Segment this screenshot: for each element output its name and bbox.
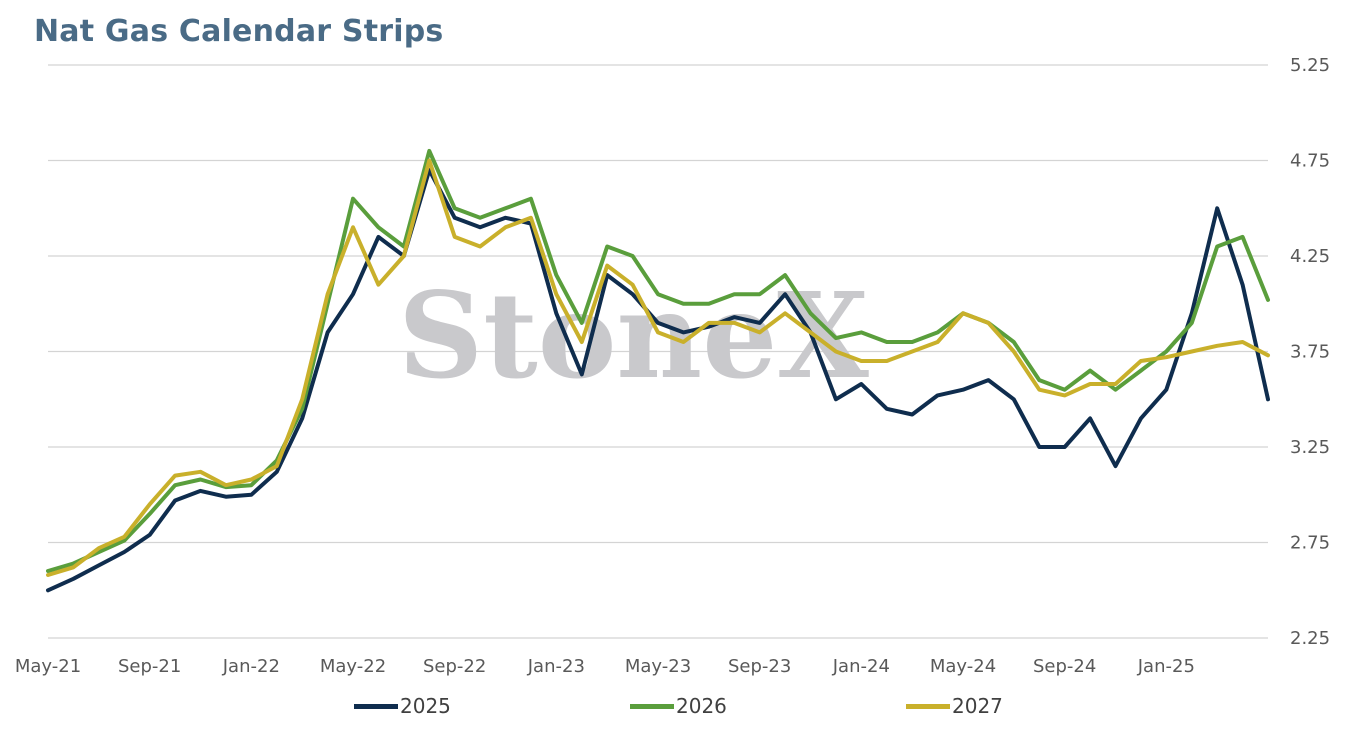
series-lines — [46, 148, 1270, 593]
y-tick-label: 2.75 — [1290, 533, 1330, 554]
chart-title: Nat Gas Calendar Strips — [34, 14, 444, 49]
x-tick-label: May-22 — [320, 656, 386, 677]
gridlines — [48, 64, 1268, 639]
x-tick-label: Jan-23 — [527, 656, 585, 677]
legend-item-2026[interactable]: 2026 — [630, 694, 727, 718]
legend-swatch-2027 — [906, 703, 950, 709]
x-tick-label: Sep-24 — [1033, 656, 1096, 677]
y-tick-label: 4.25 — [1290, 246, 1330, 267]
x-tick-label: Sep-23 — [728, 656, 791, 677]
series-line-2026 — [46, 148, 1270, 574]
legend-label-2027: 2027 — [952, 694, 1003, 718]
series-line-2027 — [46, 158, 1270, 577]
x-tick-label: Jan-22 — [222, 656, 280, 677]
series-line-2025 — [46, 168, 1270, 593]
x-tick-label: May-24 — [930, 656, 996, 677]
line-chart: StoneX 5.254.754.253.753.252.752.25 May-… — [15, 55, 1330, 677]
legend-label-2025: 2025 — [400, 694, 451, 718]
legend-label-2026: 2026 — [676, 694, 727, 718]
y-axis-ticks: 5.25 4.75 4.25 3.75 3.25 2.75 2.25 — [1290, 55, 1330, 649]
x-tick-label: May-23 — [625, 656, 691, 677]
x-tick-label: Jan-24 — [832, 656, 890, 677]
y-tick-label: 3.25 — [1290, 437, 1330, 458]
legend: 2025 2026 2027 — [0, 694, 1348, 724]
x-tick-label: Jan-25 — [1137, 656, 1195, 677]
legend-item-2025[interactable]: 2025 — [354, 694, 451, 718]
x-tick-label: Sep-22 — [423, 656, 486, 677]
y-tick-label: 5.25 — [1290, 55, 1330, 76]
x-tick-label: Sep-21 — [118, 656, 181, 677]
y-tick-label: 4.75 — [1290, 151, 1330, 172]
x-tick-label: May-21 — [15, 656, 81, 677]
legend-item-2027[interactable]: 2027 — [906, 694, 1003, 718]
legend-swatch-2025 — [354, 703, 398, 709]
y-tick-label: 2.25 — [1290, 628, 1330, 649]
x-axis-ticks: May-21 Sep-21 Jan-22 May-22 Sep-22 Jan-23 May-… — [15, 656, 1195, 677]
y-tick-label: 3.75 — [1290, 342, 1330, 363]
legend-swatch-2026 — [630, 703, 674, 709]
